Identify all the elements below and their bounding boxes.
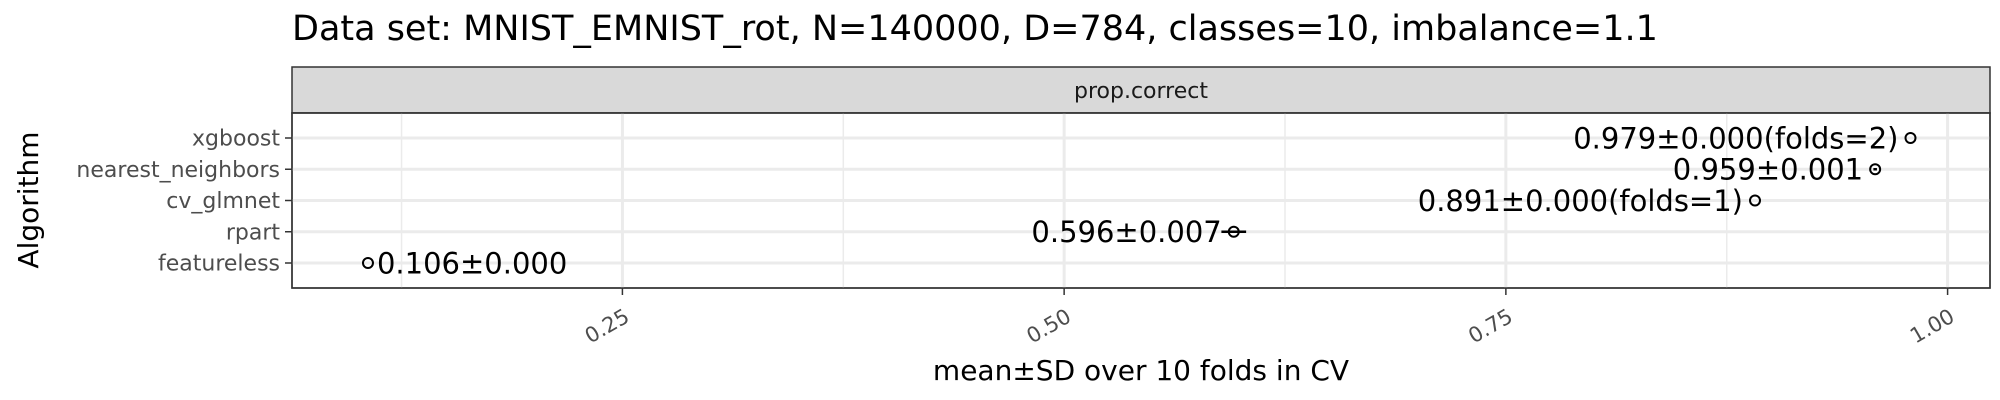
data-label: 0.959±0.001 (1673, 153, 1863, 187)
plot-panel-border (291, 112, 1991, 289)
data-label: 0.891±0.000(folds=1) (1418, 184, 1743, 218)
x-tick-label: 0.50 (1023, 304, 1076, 348)
grid (292, 113, 1990, 288)
facet-label: prop.correct (1074, 79, 1208, 104)
y-axis-title: Algorithm (12, 131, 45, 268)
y-tick-label: rpart (226, 220, 281, 245)
x-tick-label: 0.75 (1464, 304, 1517, 348)
y-tick-label: cv_glmnet (166, 189, 280, 214)
data-point (361, 257, 374, 269)
data-point (1869, 163, 1882, 176)
x-axis-title: mean±SD over 10 folds in CV (933, 354, 1349, 387)
x-tick-label: 0.25 (581, 304, 634, 348)
data-label: 0.596±0.007 (1031, 215, 1221, 249)
data-point (1904, 132, 1917, 144)
y-tick-label: xgboost (192, 127, 280, 152)
facet-strip (291, 66, 1991, 114)
data-point (1749, 194, 1762, 207)
data-marks: 0.979±0.000(folds=2)0.959±0.0010.891±0.0… (361, 121, 1917, 280)
data-label: 0.979±0.000(folds=2) (1573, 121, 1898, 155)
y-tick-label: featureless (158, 252, 280, 277)
x-tick-label: 1.00 (1906, 304, 1959, 348)
chart-title: Data set: MNIST_EMNIST_rot, N=140000, D=… (292, 9, 1658, 49)
data-point (1227, 225, 1240, 238)
data-label: 0.106±0.000 (377, 246, 567, 280)
y-tick-label: nearest_neighbors (76, 158, 280, 183)
